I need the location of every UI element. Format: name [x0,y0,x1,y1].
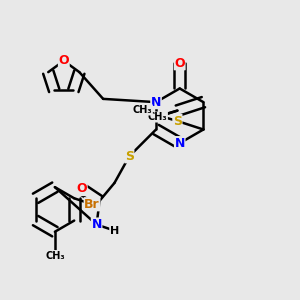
Text: S: S [173,115,182,128]
Text: N: N [151,96,161,109]
Text: CH₃: CH₃ [45,250,65,260]
Text: O: O [174,57,185,70]
Text: S: S [125,150,134,163]
Text: CH₃: CH₃ [148,112,167,122]
Text: O: O [58,54,69,67]
Text: Br: Br [84,198,100,211]
Text: N: N [92,218,102,231]
Text: N: N [175,137,185,150]
Text: O: O [76,182,87,195]
Text: CH₃: CH₃ [133,105,152,115]
Text: H: H [110,226,119,236]
